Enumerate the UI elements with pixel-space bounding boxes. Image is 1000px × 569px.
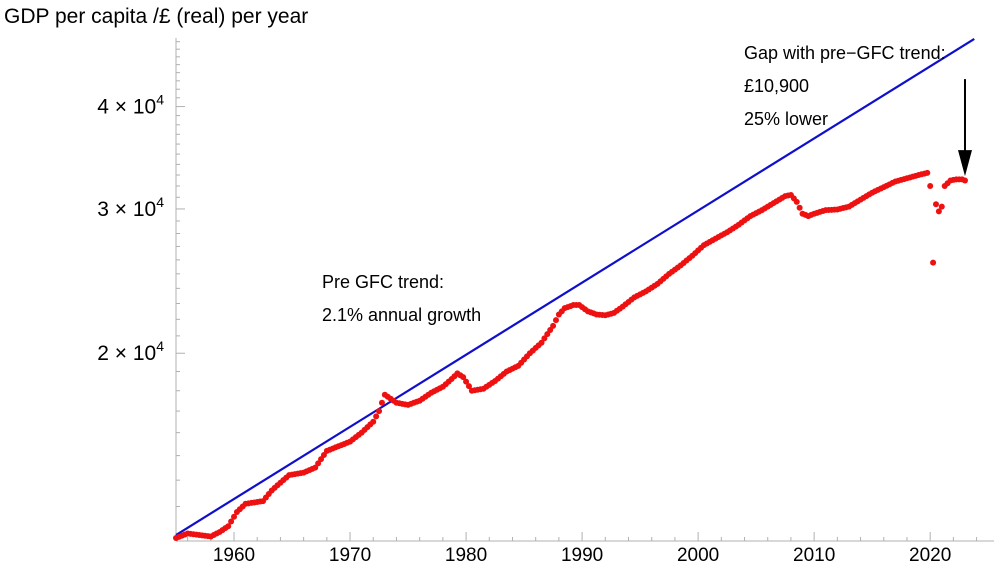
data-point [225,523,232,530]
data-point [312,464,319,471]
data-point [924,169,931,176]
data-point [228,518,235,525]
data-point [318,456,325,463]
data-point [550,322,557,329]
trend-annotation-line2: 2.1% annual growth [322,305,482,325]
data-point [373,413,380,420]
data-point [541,335,548,342]
trend-annotation: Pre GFC trend: 2.1% annual growth [322,266,481,332]
x-tick-label: 2000 [677,545,719,566]
data-point [231,513,238,520]
y-tick-label: 4 × 104 [97,92,164,119]
data-point [463,378,470,385]
chart-title: GDP per capita /£ (real) per year [4,5,309,28]
data-point [927,182,934,189]
gap-annotation-line2: £10,900 [744,76,810,96]
data-point [370,418,377,425]
x-tick-label: 1980 [445,545,487,566]
data-point [930,259,937,266]
y-tick-label: 2 × 104 [97,338,164,365]
data-point [460,374,467,381]
trend-line [175,37,975,536]
x-tick-label: 1970 [329,545,371,566]
y-tick-label: 3 × 104 [97,194,164,221]
data-point [378,399,385,406]
x-tick-label: 1990 [561,545,603,566]
data-point [961,177,968,184]
data-point [465,383,472,390]
gap-arrow-head [957,150,972,177]
gap-annotation: Gap with pre−GFC trend: £10,900 25% lowe… [744,37,946,136]
data-point [932,201,939,208]
data-point [552,317,559,324]
data-point [938,203,945,210]
data-point [376,408,383,415]
gap-annotation-line3: 25% lower [744,109,829,129]
data-point [538,339,545,346]
data-point [796,204,803,211]
x-tick-label: 1960 [213,545,255,566]
data-point [315,460,322,467]
data-point [793,198,800,205]
gap-annotation-line1: Gap with pre−GFC trend: [744,43,946,63]
trend-annotation-line1: Pre GFC trend: [322,272,445,292]
x-tick-label: 2020 [909,545,951,566]
x-tick-label: 2010 [793,545,835,566]
data-point [935,208,942,215]
data-point [544,331,551,338]
